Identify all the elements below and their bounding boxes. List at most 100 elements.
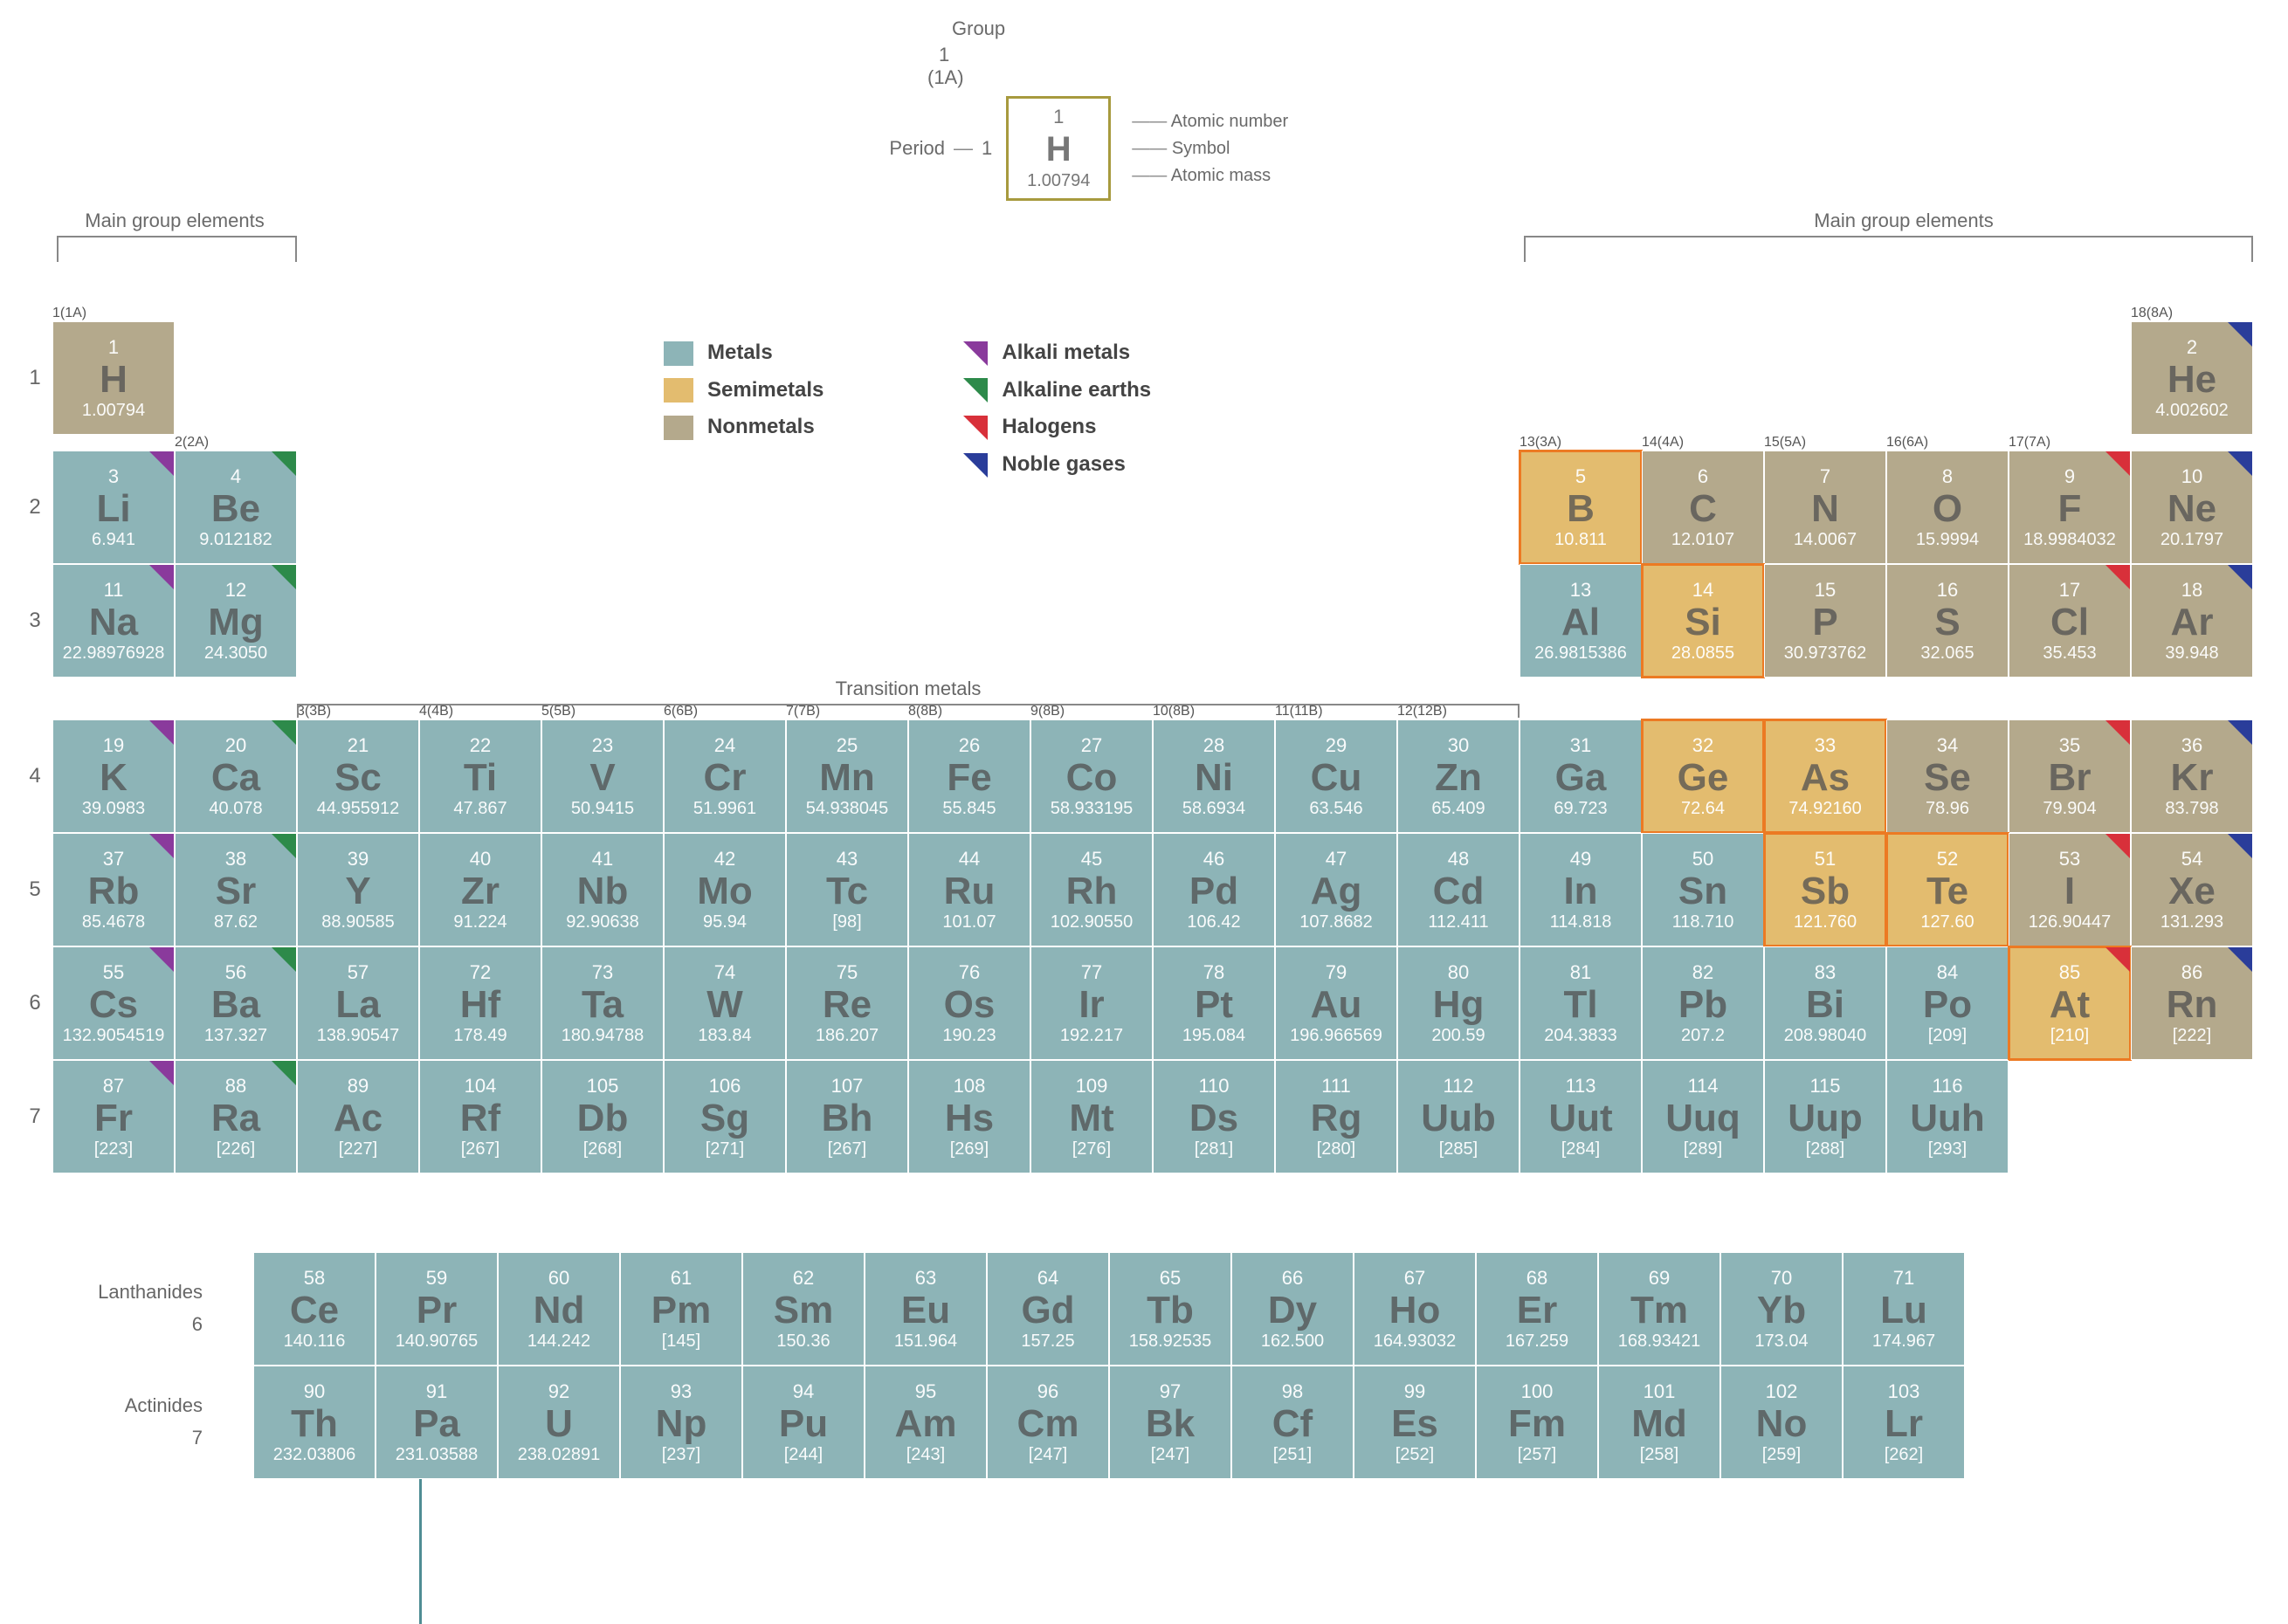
element-cell-Sn: 50 Sn 118.710 (1642, 833, 1764, 946)
atomic-number: 104 (465, 1075, 497, 1098)
element-symbol: W (706, 986, 743, 1024)
atomic-mass: 6.941 (92, 530, 135, 550)
element-symbol: Eu (901, 1291, 950, 1330)
element-symbol: Ba (211, 986, 260, 1024)
element-cell-Nd: 60 Nd 144.242 (498, 1252, 620, 1366)
element-cell-Bh: 107 Bh [267] (786, 1060, 908, 1173)
element-symbol: O (1933, 490, 1962, 528)
element-symbol: Ru (944, 872, 996, 911)
key-sample-cell: 1 H 1.00794 (1006, 96, 1111, 201)
element-cell-Re: 75 Re 186.207 (786, 946, 908, 1060)
atomic-number: 43 (837, 848, 858, 870)
element-cell-Uuh: 116 Uuh [293] (1886, 1060, 2009, 1173)
element-cell-K: 19 K 39.0983 (52, 719, 175, 833)
element-symbol: Uub (1421, 1099, 1496, 1138)
atomic-mass: [280] (1317, 1139, 1355, 1160)
periodic-table: 1(1A)18(8A)1 1 H 1.00794 2 He 4.002602 2… (17, 306, 2271, 1479)
atomic-number: 34 (1937, 734, 1958, 757)
atomic-number: 90 (304, 1380, 325, 1403)
element-cell-V: 23 V 50.9415 (541, 719, 664, 833)
atomic-number: 82 (1692, 961, 1713, 984)
atomic-mass: 35.453 (2043, 643, 2096, 664)
actinides-label: Actinides (125, 1394, 203, 1416)
atomic-number: 58 (304, 1267, 325, 1290)
atomic-mass: 204.3833 (1544, 1026, 1616, 1046)
element-symbol: La (335, 986, 380, 1024)
element-cell-Hf: 72 Hf 178.49 (419, 946, 541, 1060)
atomic-number: 84 (1937, 961, 1958, 984)
atomic-mass: [247] (1029, 1445, 1067, 1465)
element-symbol: S (1934, 603, 1960, 642)
atomic-number: 40 (470, 848, 491, 870)
element-cell-Sc: 21 Sc 44.955912 (297, 719, 419, 833)
atomic-mass: [267] (828, 1139, 866, 1160)
atomic-number: 6 (1698, 465, 1708, 488)
atomic-mass: 114.818 (1550, 912, 1612, 932)
key-symbol: H (1046, 130, 1072, 169)
atomic-number: 47 (1326, 848, 1347, 870)
family-triangle-icon (272, 565, 296, 589)
atomic-number: 48 (1448, 848, 1469, 870)
atomic-number: 94 (793, 1380, 814, 1403)
element-symbol: C (1689, 490, 1717, 528)
atomic-mass: 74.92160 (1788, 799, 1861, 819)
element-cell-Zr: 40 Zr 91.224 (419, 833, 541, 946)
atomic-number: 99 (1404, 1380, 1425, 1403)
element-symbol: B (1567, 490, 1595, 528)
atomic-mass: 150.36 (776, 1332, 830, 1352)
group-header-15: 15(5A) (1764, 435, 1886, 451)
atomic-mass: 85.4678 (82, 912, 145, 932)
period-label-7: 7 (17, 1060, 52, 1173)
element-cell-Cf: 98 Cf [251] (1231, 1366, 1354, 1479)
element-symbol: Mt (1069, 1099, 1113, 1138)
element-cell-He: 2 He 4.002602 (2131, 321, 2253, 435)
atomic-number: 95 (915, 1380, 936, 1403)
element-symbol: Cs (89, 986, 138, 1024)
period-label-4: 4 (17, 719, 52, 833)
element-symbol: Sb (1801, 872, 1850, 911)
family-triangle-icon (2105, 834, 2130, 858)
atomic-number: 74 (714, 961, 735, 984)
element-symbol: Fm (1508, 1405, 1566, 1443)
element-cell-Es: 99 Es [252] (1354, 1366, 1476, 1479)
family-triangle-icon (2228, 322, 2252, 347)
atomic-mass: 22.98976928 (63, 643, 165, 664)
key-atomic-number: 1 (1053, 106, 1064, 128)
atomic-mass: 55.845 (942, 799, 996, 819)
element-symbol: Na (89, 603, 138, 642)
element-cell-Pa: 91 Pa 231.03588 (376, 1366, 498, 1479)
atomic-mass: [267] (461, 1139, 500, 1160)
element-symbol: Al (1561, 603, 1600, 642)
element-symbol: Tm (1630, 1291, 1688, 1330)
atomic-number: 15 (1815, 579, 1836, 602)
period-label-1: 1 (17, 321, 52, 435)
family-triangle-icon (272, 451, 296, 476)
atomic-mass: 131.293 (2161, 912, 2223, 932)
atomic-number: 54 (2181, 848, 2202, 870)
element-symbol: Ag (1311, 872, 1362, 911)
atomic-number: 64 (1037, 1267, 1058, 1290)
atomic-number: 56 (225, 961, 246, 984)
atomic-number: 106 (709, 1075, 741, 1098)
element-cell-I: 53 I 126.90447 (2009, 833, 2131, 946)
atomic-number: 70 (1771, 1267, 1792, 1290)
element-cell-W: 74 W 183.84 (664, 946, 786, 1060)
atomic-mass: 4.002602 (2155, 401, 2228, 421)
element-symbol: Sm (774, 1291, 833, 1330)
atomic-mass: 138.90547 (317, 1026, 400, 1046)
atomic-mass: 58.933195 (1051, 799, 1134, 819)
element-cell-Dy: 66 Dy 162.500 (1231, 1252, 1354, 1366)
element-symbol: Am (895, 1405, 957, 1443)
element-cell-Ds: 110 Ds [281] (1153, 1060, 1275, 1173)
atomic-number: 33 (1815, 734, 1836, 757)
atomic-number: 50 (1692, 848, 1713, 870)
element-symbol: Uup (1788, 1099, 1863, 1138)
element-cell-Po: 84 Po [209] (1886, 946, 2009, 1060)
element-cell-Te: 52 Te 127.60 (1886, 833, 2009, 946)
atomic-mass: [251] (1273, 1445, 1312, 1465)
element-cell-Hs: 108 Hs [269] (908, 1060, 1030, 1173)
atomic-mass: 167.259 (1506, 1332, 1568, 1352)
element-symbol: P (1812, 603, 1837, 642)
element-symbol: Dy (1268, 1291, 1317, 1330)
atomic-number: 96 (1037, 1380, 1058, 1403)
